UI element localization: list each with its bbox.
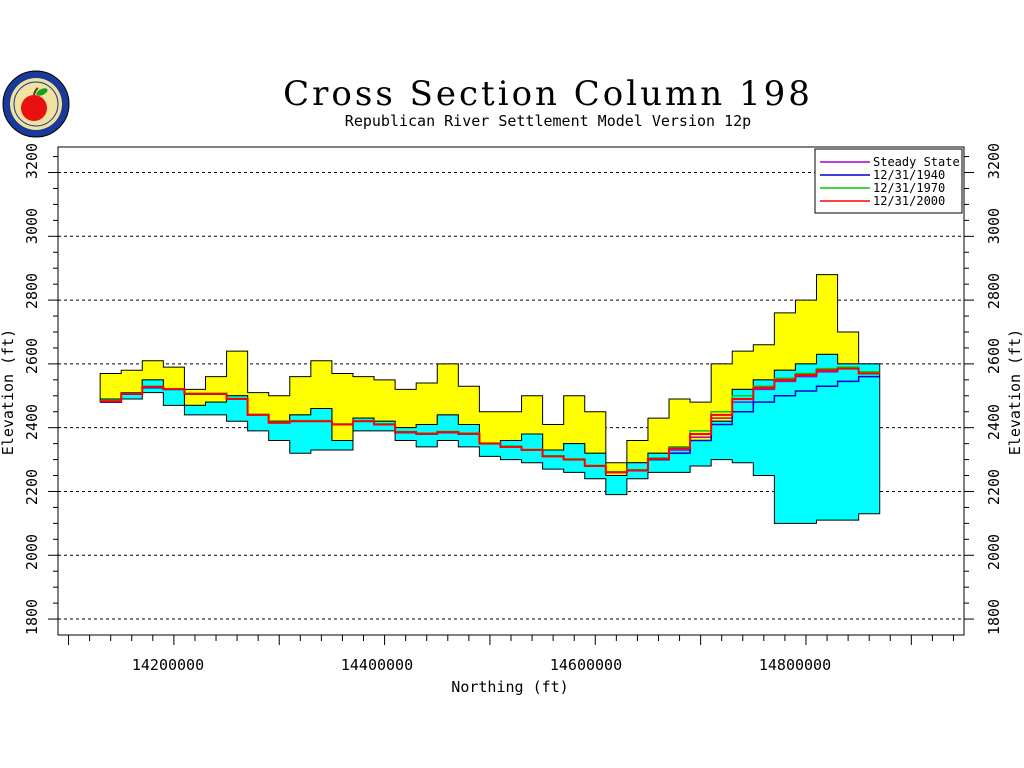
line-layer <box>100 366 880 474</box>
x-axis-title: Northing (ft) <box>451 678 568 696</box>
y-axis-title-left: Elevation (ft) <box>0 329 17 455</box>
y-tick-label-right: 2400 <box>985 404 1003 440</box>
y-axis-title-right: Elevation (ft) <box>1006 329 1024 455</box>
y-tick-label-left: 3000 <box>23 208 41 244</box>
y-tick-label-right: 3000 <box>985 208 1003 244</box>
y-tick-label-right: 2200 <box>985 469 1003 505</box>
lower-layer-area <box>99 353 881 524</box>
y-tick-label-left: 2200 <box>23 469 41 505</box>
chart-title: Cross Section Column 198 <box>283 74 813 114</box>
legend-label: Steady State <box>873 155 960 169</box>
legend-label: 12/31/1970 <box>873 181 945 195</box>
y-tick-label-right: 3200 <box>985 143 1003 179</box>
y-tick-label-left: 2400 <box>23 404 41 440</box>
y-tick-label-right: 2600 <box>985 338 1003 374</box>
legend-label: 12/31/1940 <box>873 168 945 182</box>
y-tick-label-right: 2800 <box>985 273 1003 309</box>
y-tick-label-left: 2600 <box>23 338 41 374</box>
y-tick-label-left: 1800 <box>23 599 41 635</box>
chart-subtitle: Republican River Settlement Model Versio… <box>345 112 751 130</box>
x-tick-label: 14200000 <box>132 656 204 674</box>
x-tick-label: 14400000 <box>341 656 413 674</box>
head-2000-line <box>100 367 880 474</box>
y-tick-label-left: 3200 <box>23 143 41 179</box>
grid-layer <box>58 172 964 620</box>
legend-label: 12/31/2000 <box>873 194 945 208</box>
y-tick-label-right: 1800 <box>985 599 1003 635</box>
x-tick-label: 14600000 <box>550 656 622 674</box>
right-y-tick-labels: 1800 2000 2200 2400 2600 2800 3000 3200 <box>985 143 1003 635</box>
y-tick-label-right: 2000 <box>985 534 1003 570</box>
legend: Steady State 12/31/1940 12/31/1970 12/31… <box>814 148 963 214</box>
y-tick-label-left: 2800 <box>23 273 41 309</box>
apple-seal-icon <box>2 70 70 138</box>
legend-box <box>814 148 963 214</box>
x-tick-label: 14800000 <box>759 656 831 674</box>
area-layer <box>99 274 881 524</box>
left-y-tick-labels: 1800 2000 2200 2400 2600 2800 3000 3200 <box>23 143 41 635</box>
tick-layer <box>48 156 974 645</box>
y-tick-label-left: 2000 <box>23 534 41 570</box>
x-tick-labels: 14200000 14400000 14600000 14800000 <box>132 656 831 674</box>
